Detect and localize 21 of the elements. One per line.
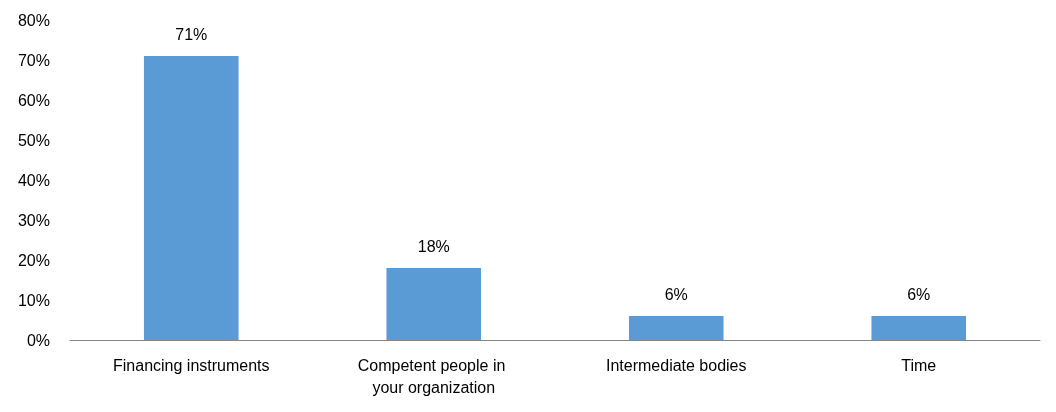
data-label: 6% [907,285,931,303]
bar [143,56,239,340]
y-tick-label: 80% [17,11,50,29]
data-label: 71% [175,25,208,43]
x-tick-label: Time [901,356,937,374]
data-label: 18% [417,237,450,255]
bar [628,316,724,340]
x-tick-label: Competent people in your organization [357,356,510,396]
y-tick-label: 10% [17,291,50,309]
y-tick-label: 20% [17,251,50,269]
y-tick-label: 70% [17,51,50,69]
y-tick-label: 50% [17,131,50,149]
x-tick-label: Intermediate bodies [605,356,747,374]
y-tick-label: 30% [17,211,50,229]
bar [871,316,967,340]
y-tick-label: 0% [26,331,50,349]
x-tick-label: Financing instruments [112,356,270,374]
bar [386,268,482,340]
y-tick-label: 60% [17,91,50,109]
y-tick-label: 40% [17,171,50,189]
data-label: 6% [664,285,688,303]
